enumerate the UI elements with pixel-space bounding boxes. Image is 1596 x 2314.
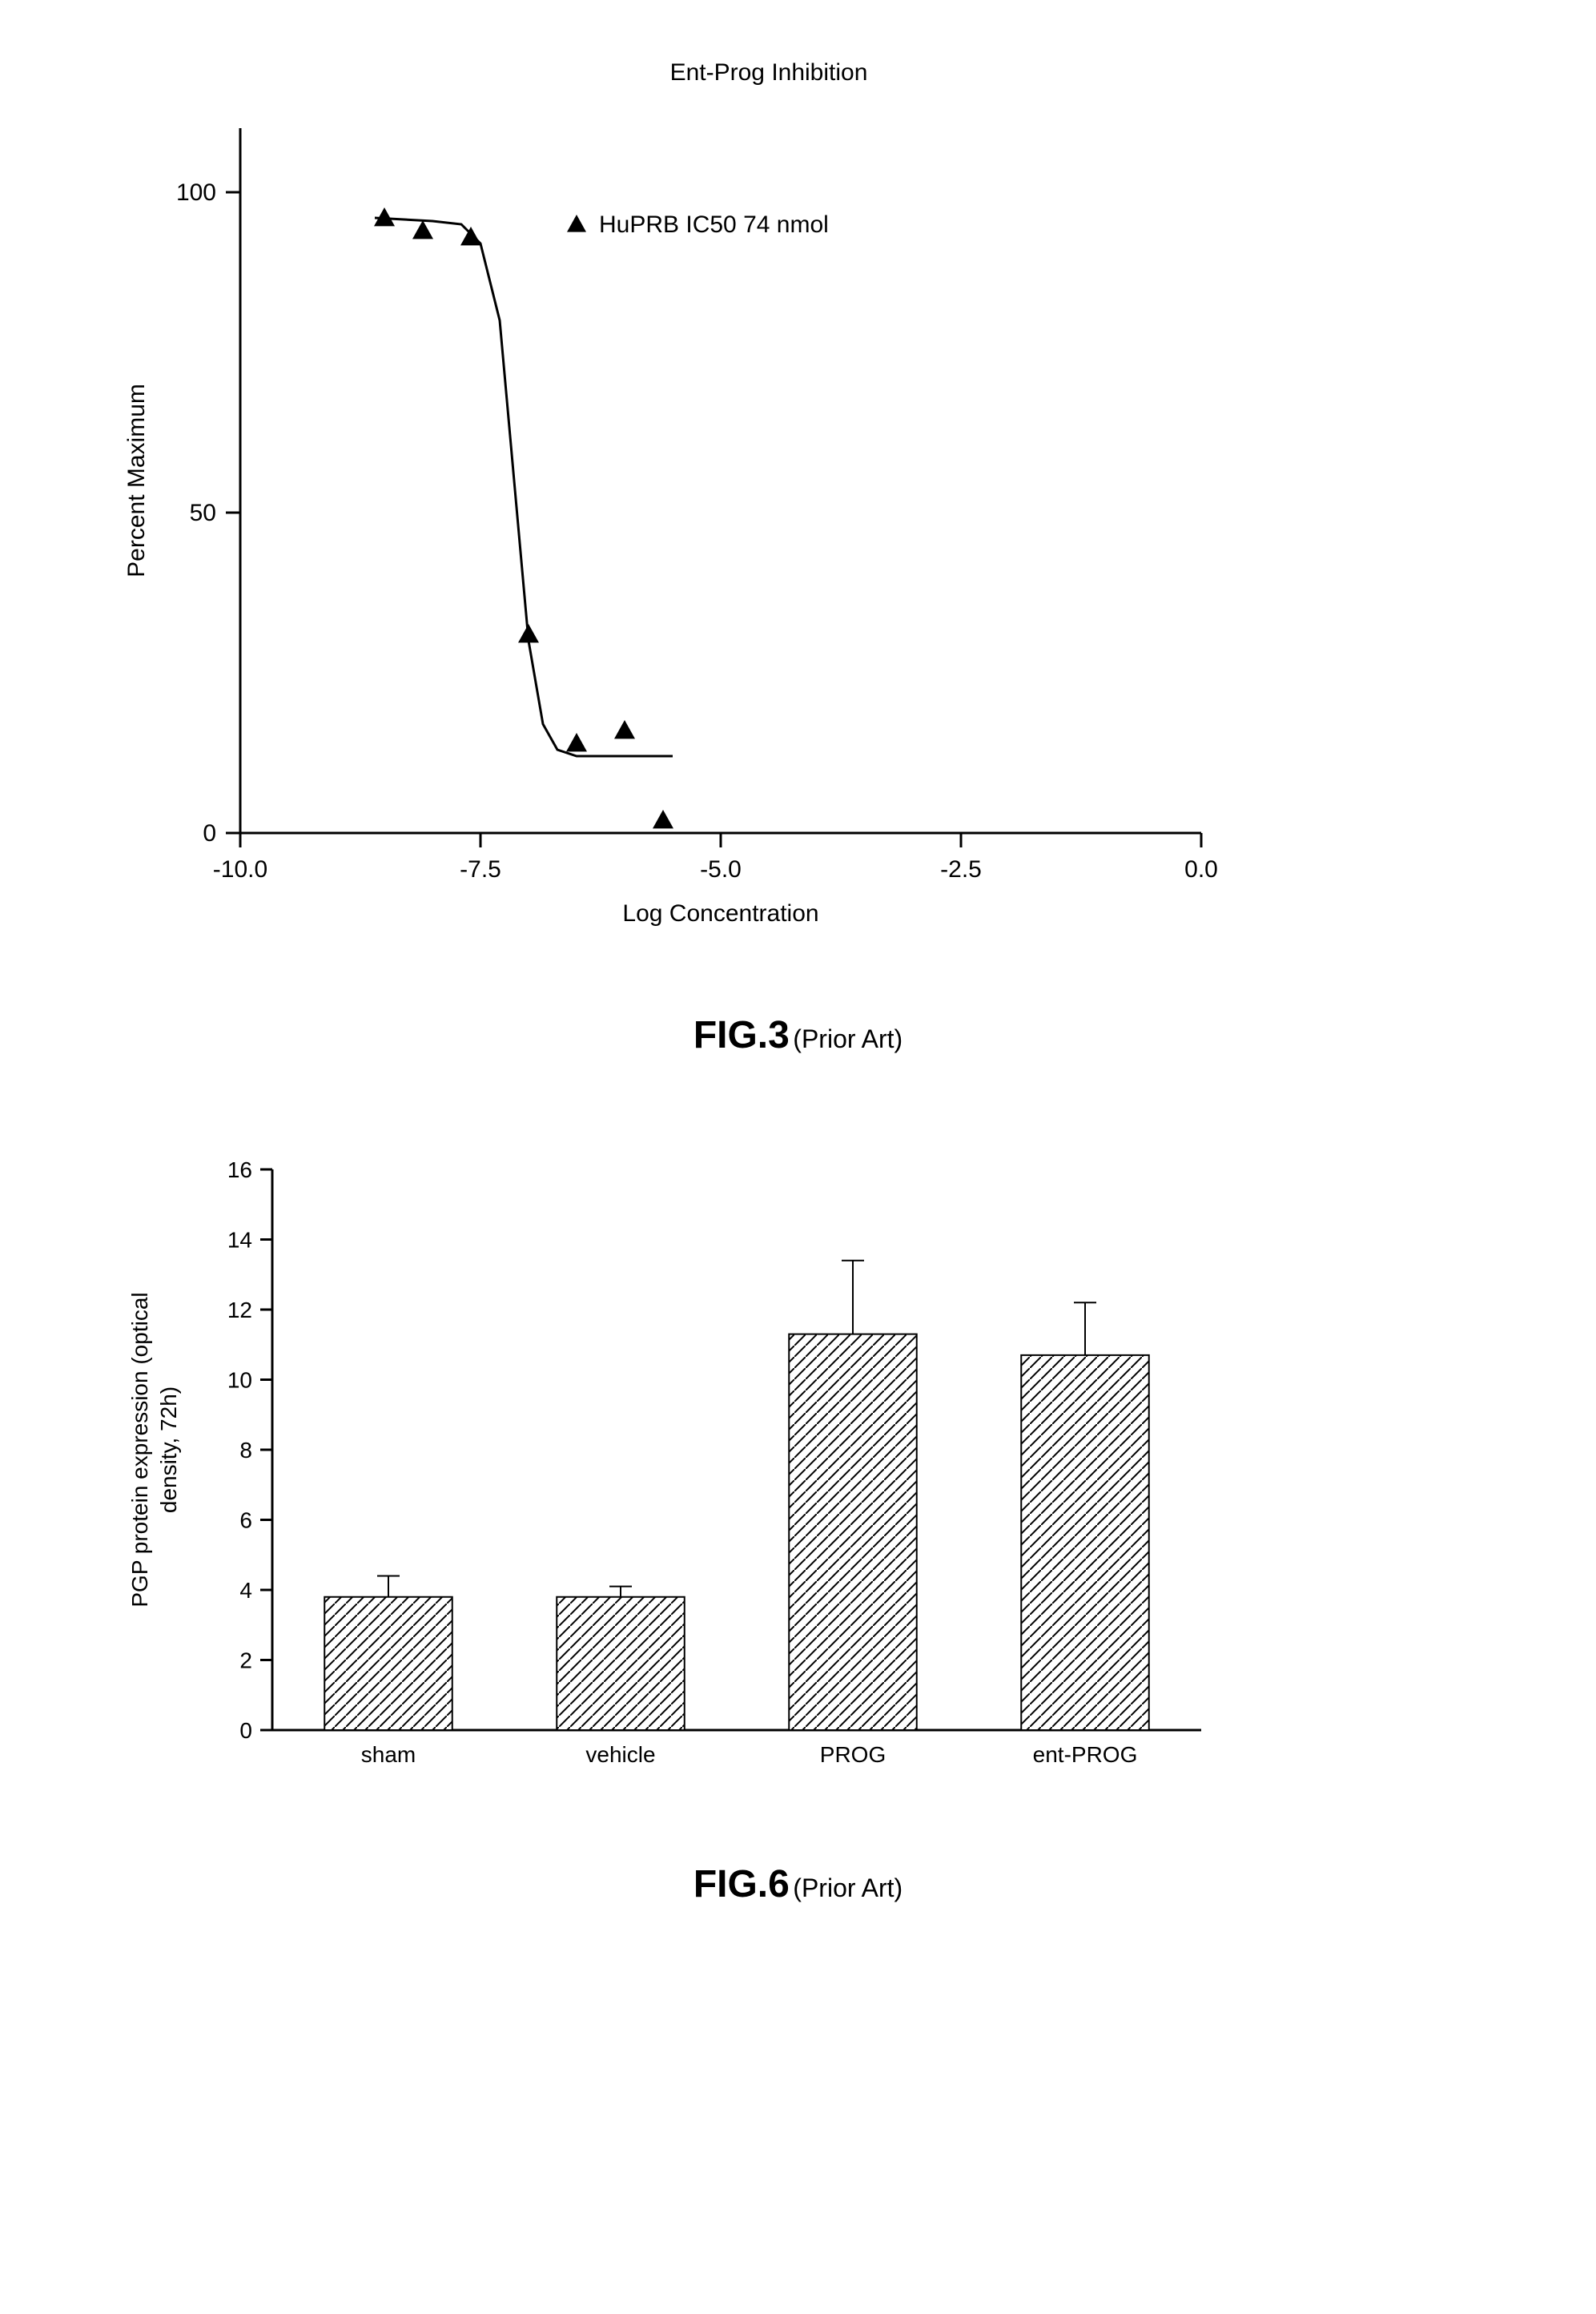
svg-text:12: 12: [227, 1298, 252, 1322]
svg-text:14: 14: [227, 1228, 252, 1253]
svg-text:0.0: 0.0: [1184, 856, 1218, 883]
fig3-chart: Ent-Prog Inhibition -10.0 -7.5 -5.0 -2.5 0.0 0…: [32, 32, 1233, 993]
svg-text:HuPRB IC50 74 nmol: HuPRB IC50 74 nmol: [599, 211, 829, 238]
svg-text:Ent-Prog Inhibition: Ent-Prog Inhibition: [670, 59, 868, 86]
svg-text:50: 50: [190, 500, 216, 526]
svg-text:6: 6: [239, 1508, 252, 1533]
fig6-label-main: FIG.6: [693, 1863, 790, 1906]
svg-text:density, 72h): density, 72h): [156, 1386, 181, 1513]
fig3-label: FIG.3 (Prior Art): [32, 1013, 1564, 1057]
svg-text:-7.5: -7.5: [460, 856, 501, 883]
svg-text:2: 2: [239, 1648, 252, 1673]
svg-text:100: 100: [176, 179, 216, 206]
svg-text:vehicle: vehicle: [585, 1742, 655, 1767]
fig6-chart: 0 2 4 6 8 10 12 14 16 PGP protein expression (opt…: [32, 1121, 1233, 1842]
svg-text:Log Concentration: Log Concentration: [622, 900, 818, 927]
svg-text:0: 0: [239, 1718, 252, 1743]
svg-text:0: 0: [203, 820, 216, 847]
fig3-label-sub: (Prior Art): [793, 1024, 903, 1053]
svg-text:PGP protein expression (opt: PGP protein expression (optical: [127, 1292, 152, 1607]
svg-text:-5.0: -5.0: [700, 856, 742, 883]
svg-text:sham: sham: [361, 1742, 416, 1767]
svg-text:PROG: PROG: [820, 1742, 886, 1767]
svg-text:-10.0: -10.0: [213, 856, 267, 883]
figure-6-container: 0 2 4 6 8 10 12 14 16 PGP protein expression (opt…: [32, 1121, 1564, 1906]
svg-text:ent-PROG: ent-PROG: [1033, 1742, 1138, 1767]
fig6-label: FIG.6 (Prior Art): [32, 1862, 1564, 1906]
figure-3-container: Ent-Prog Inhibition -10.0 -7.5 -5.0 -2.5 0.0 0…: [32, 32, 1564, 1057]
fig3-label-main: FIG.3: [693, 1014, 790, 1056]
svg-text:16: 16: [227, 1157, 252, 1182]
fig6-label-sub: (Prior Art): [793, 1873, 903, 1902]
svg-text:10: 10: [227, 1368, 252, 1393]
svg-text:4: 4: [239, 1578, 252, 1603]
svg-text:-2.5: -2.5: [940, 856, 982, 883]
svg-text:Percent Maximum: Percent Maximum: [123, 384, 150, 577]
svg-text:8: 8: [239, 1438, 252, 1463]
